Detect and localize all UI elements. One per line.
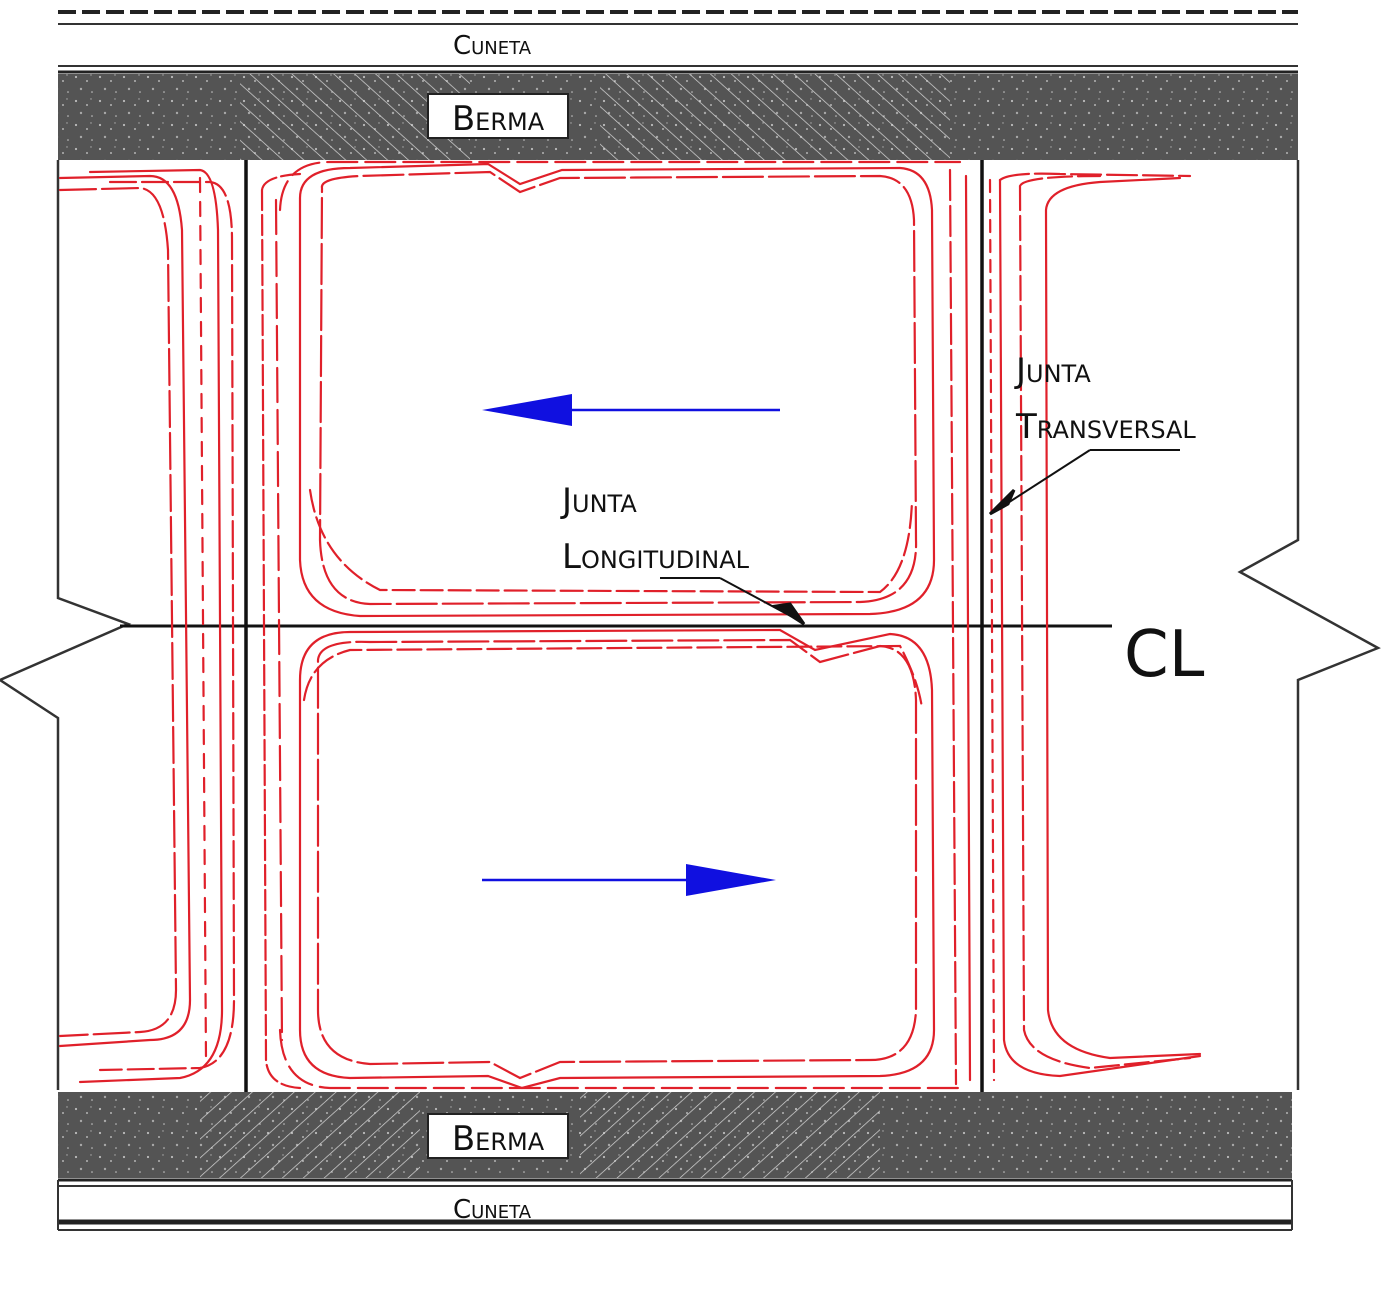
berma-bottom: Berma	[58, 1092, 1292, 1178]
slab-outline	[0, 160, 1381, 1090]
junta-longitudinal-label-1: Junta	[560, 481, 637, 521]
cuneta-bottom-label: Cuneta	[453, 1195, 532, 1225]
centerline-label: CL	[1124, 618, 1205, 692]
berma-top: Berma	[58, 74, 1298, 160]
cuneta-top: Cuneta	[58, 10, 1298, 74]
arrow-left-icon	[482, 394, 780, 426]
arrow-right-icon	[482, 864, 776, 896]
cuneta-top-label: Cuneta	[453, 31, 532, 61]
berma-bottom-label: Berma	[452, 1119, 545, 1159]
cuneta-bottom: Cuneta	[57, 1178, 1293, 1231]
junta-longitudinal-label-2: Longitudinal	[562, 537, 750, 577]
junta-transversal-label-2: Transversal	[1015, 407, 1196, 447]
berma-top-label: Berma	[452, 99, 545, 139]
centerline-symbol-icon: CL	[1124, 618, 1205, 692]
junta-transversal-callout: Junta Transversal	[988, 351, 1196, 516]
crack-pattern	[58, 160, 1202, 1090]
junta-transversal-label-1: Junta	[1014, 351, 1091, 391]
junta-longitudinal-callout: Junta Longitudinal	[560, 481, 806, 626]
